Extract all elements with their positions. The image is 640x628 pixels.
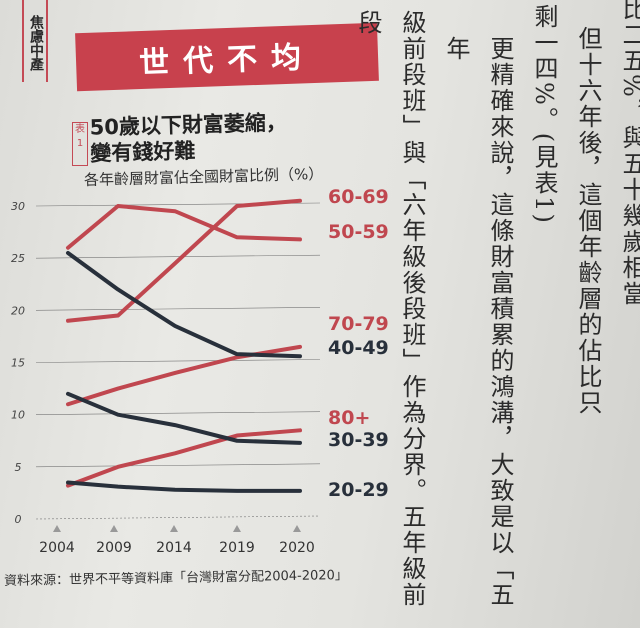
gridline: [35, 359, 321, 363]
y-tick-label: 0: [15, 513, 22, 526]
x-tick-label: 2009: [96, 540, 132, 556]
y-tick-label: 20: [11, 304, 25, 317]
x-tick-label: 2004: [39, 540, 75, 556]
gridline: [35, 515, 321, 520]
x-tick-label: 2020: [279, 540, 315, 556]
series-line-20-29: [66, 480, 302, 493]
x-tick-marker: [110, 525, 118, 532]
x-tick-marker: [293, 525, 301, 532]
y-tick-label: 25: [11, 252, 25, 265]
y-tick-label: 5: [15, 461, 22, 474]
article-body: 比二五%，與五十幾歲相當 但十六年後，這個年齡層的佔比只 剩一四%。(見表1) …: [284, 0, 640, 628]
series-line-40-49: [66, 250, 302, 359]
series-line-80+: [66, 428, 302, 488]
body-column: 比二五%，與五十幾歲相當: [618, 0, 640, 307]
x-tick-label: 2014: [156, 540, 192, 556]
series-line-30-39: [66, 391, 302, 445]
x-tick-marker: [53, 525, 61, 532]
series-label: 80+: [328, 407, 370, 429]
series-label: 30-39: [328, 429, 389, 451]
series-label: 20-29: [328, 479, 389, 501]
x-tick-marker: [170, 525, 178, 532]
gridline: [35, 411, 321, 415]
y-tick-label: 15: [11, 357, 25, 370]
gridline: [35, 254, 321, 259]
y-tick-label: 30: [11, 200, 25, 213]
section-tab: 焦慮中產: [22, 0, 48, 82]
body-column: 剩一四%。(見表1): [530, 4, 558, 225]
table-tag: 表1: [72, 122, 88, 166]
series-line-50-59: [66, 204, 302, 250]
series-label: 40-49: [328, 337, 389, 359]
series-label: 60-69: [328, 186, 389, 208]
gridline: [35, 463, 321, 468]
y-tick-label: 10: [11, 409, 25, 422]
series-label: 70-79: [328, 313, 389, 335]
x-tick-label: 2019: [219, 540, 255, 556]
series-label: 50-59: [328, 221, 389, 243]
line-chart: 0 5 10 15 20 25 30 2004 2009 2014 2019 2020 60-69 50-…: [11, 186, 389, 556]
body-column: 更精確來說，這條財富積累的鴻溝，大致是以「五年: [442, 36, 514, 608]
body-column: 級前段班」與「六年級後段班」作為分界。五年級前段: [354, 10, 426, 608]
x-tick-marker: [233, 525, 241, 532]
gridline: [35, 307, 321, 311]
body-column: 但十六年後，這個年齡層的佔比只: [574, 26, 602, 416]
